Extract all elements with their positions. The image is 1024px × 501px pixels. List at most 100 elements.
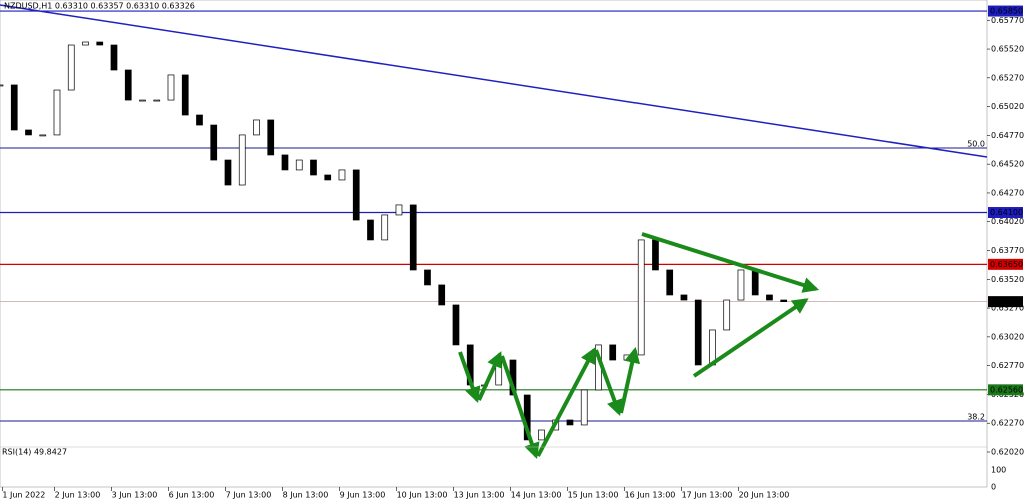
price-tag-label: 0.63326 [990, 297, 1023, 306]
candle [381, 214, 389, 241]
candle [751, 269, 759, 296]
y-tick-label: 0.63020 [991, 332, 1024, 341]
candle [395, 204, 403, 216]
candle [10, 84, 18, 131]
candle [694, 299, 702, 366]
candle [167, 74, 175, 101]
y-tick-label: 0.62020 [991, 448, 1024, 457]
price-tag [988, 296, 1023, 308]
candle [210, 124, 218, 161]
price-tag [988, 258, 1023, 270]
candle [637, 239, 645, 356]
y-tick-label: 0.65270 [991, 73, 1024, 82]
y-tick-label: 0.64770 [991, 131, 1024, 140]
arrow [641, 232, 820, 293]
y-tick-label: 0.63270 [991, 304, 1024, 313]
x-tick-label: 2 Jun 13:00 [55, 491, 101, 500]
candle [623, 354, 631, 361]
x-tick-label: 15 Jun 13:00 [568, 491, 619, 500]
candle [238, 134, 246, 186]
candle [39, 134, 47, 137]
chart-title: NZDUSD,H1 0.63310 0.63357 0.63310 0.6332… [4, 2, 195, 11]
candle [53, 89, 61, 136]
y-tick-label: 0.65520 [991, 45, 1024, 54]
candle [609, 344, 617, 361]
candle [82, 41, 89, 46]
candle [224, 159, 232, 186]
arrow [500, 355, 540, 460]
fib-label: 38.2 [967, 413, 985, 422]
x-tick-label: 13 Jun 13:00 [454, 491, 505, 500]
candle [538, 429, 545, 441]
candle [367, 219, 374, 241]
rsi-title: RSI(14) 49.8427 [2, 448, 67, 457]
candle [580, 389, 588, 426]
plot-area [0, 0, 988, 488]
x-tick-label: 10 Jun 13:00 [397, 491, 448, 500]
arrow [458, 351, 481, 404]
candle [67, 44, 75, 91]
candle [452, 304, 460, 346]
candle [338, 169, 346, 181]
candle [0, 84, 4, 87]
x-tick-label: 14 Jun 13:00 [511, 491, 562, 500]
price-tag [988, 207, 1023, 219]
x-tick-label: 3 Jun 13:00 [112, 491, 158, 500]
y-tick-label: 0.65770 [991, 16, 1024, 25]
candle [253, 119, 260, 136]
price-tag-label: 0.65850 [990, 7, 1023, 16]
annotations [458, 232, 820, 460]
x-tick-label: 9 Jun 13:00 [340, 491, 386, 500]
price-tag [988, 5, 1023, 17]
price-tag [988, 384, 1023, 396]
x-tick-label: 6 Jun 13:00 [169, 491, 215, 500]
candle [780, 299, 788, 302]
fib-label: 50.0 [967, 140, 985, 149]
arrow [594, 349, 623, 417]
rsi-tick-label: 100 [991, 466, 1006, 475]
y-tick-label: 0.64270 [991, 188, 1024, 197]
candle [96, 41, 104, 46]
trendline [0, 4, 988, 158]
candle [723, 299, 731, 331]
candle [25, 129, 32, 136]
y-tick-label: 0.62770 [991, 361, 1024, 370]
candle [310, 159, 317, 176]
y-tick-label: 0.64520 [991, 160, 1024, 169]
x-tick-label: 17 Jun 13:00 [682, 491, 733, 500]
x-tick-label: 8 Jun 13:00 [283, 491, 329, 500]
candle [652, 239, 659, 271]
arrow [477, 351, 502, 401]
candle [566, 419, 574, 426]
candle [267, 119, 275, 156]
candle [424, 269, 431, 286]
x-tick-label: 20 Jun 13:00 [739, 491, 790, 500]
price-tag-label: 0.63650 [990, 260, 1023, 269]
candle [352, 169, 360, 221]
candle [766, 294, 773, 301]
candle [737, 269, 745, 301]
candle [438, 284, 446, 306]
price-tag-label: 0.64100 [990, 208, 1023, 217]
candle [324, 174, 332, 181]
x-tick-label: 7 Jun 13:00 [226, 491, 272, 500]
candle [124, 69, 132, 101]
candle [666, 269, 674, 296]
candle [680, 294, 688, 301]
arrow [692, 298, 809, 378]
arrow [619, 346, 641, 414]
y-tick-label: 0.65020 [991, 102, 1024, 111]
marks [0, 4, 988, 441]
candle [295, 159, 303, 171]
rsi-tick-label: 0 [991, 483, 996, 492]
candle [153, 99, 161, 102]
candle [196, 114, 203, 126]
candle [281, 154, 289, 171]
arrow [536, 347, 596, 457]
candle [110, 44, 118, 71]
x-tick-label: 1 Jun 2022 [2, 491, 45, 500]
candle [181, 74, 189, 116]
price-tag-label: 0.62560 [990, 385, 1023, 394]
y-tick-label: 0.62270 [991, 419, 1024, 428]
